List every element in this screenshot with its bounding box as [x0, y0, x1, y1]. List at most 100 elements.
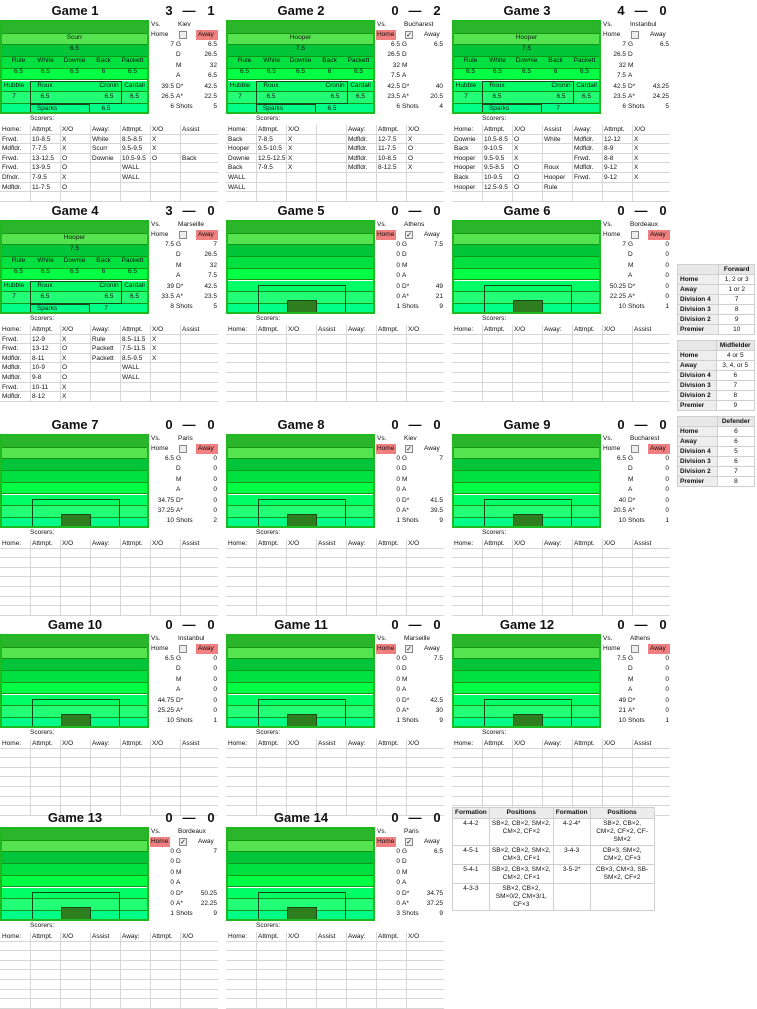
away-stat-value[interactable]: 7	[213, 241, 217, 248]
defender-rating[interactable]: 6.5	[266, 68, 277, 75]
scorer-cell[interactable]: Mdfldr.	[574, 135, 594, 143]
home-score[interactable]: 3	[165, 203, 173, 218]
away-toggle[interactable]: Away	[424, 838, 440, 845]
away-stat-value[interactable]: 23.5	[204, 293, 217, 300]
away-toggle[interactable]: Away	[650, 31, 666, 38]
home-stat-value[interactable]: 22.25	[609, 293, 626, 300]
midfielder-rating[interactable]: 6.5	[104, 293, 114, 300]
defender-name[interactable]: White	[37, 57, 54, 64]
home-stat-value[interactable]: 0	[396, 486, 400, 494]
scorer-row[interactable]	[452, 777, 670, 787]
away-stat-value[interactable]: 7	[213, 848, 217, 855]
scorer-cell[interactable]: 8.5-8.5	[122, 135, 143, 143]
home-stat-value[interactable]: 0	[396, 282, 400, 290]
scorer-cell[interactable]: Roux	[544, 164, 560, 172]
scorer-row[interactable]	[452, 192, 670, 202]
home-stat-value[interactable]: 6.5	[616, 455, 626, 462]
scorer-cell[interactable]: 10-9.5	[484, 174, 503, 181]
home-stat-value[interactable]: 10	[618, 717, 626, 725]
away-stat-value[interactable]: 6.5	[207, 72, 217, 80]
midfielder-name[interactable]: Cronin	[99, 282, 119, 289]
scorer-cell[interactable]: 10.5-9.5	[122, 154, 146, 162]
defender-rating[interactable]: 6.5	[69, 268, 80, 275]
home-stat-value[interactable]: 40	[618, 496, 626, 504]
home-stat-value[interactable]: 42.5	[387, 82, 400, 90]
home-toggle[interactable]: Home	[150, 837, 170, 847]
home-stat-value[interactable]: 0	[170, 879, 174, 887]
scorer-row[interactable]	[0, 558, 218, 568]
away-toggle[interactable]: Away	[424, 31, 440, 38]
scorer-row[interactable]: Downie 12.5-12.5 X Mdfldr. 10-8.5 O	[226, 154, 444, 164]
scorer-row[interactable]	[0, 777, 218, 787]
away-checkbox[interactable]: ✓	[405, 645, 413, 653]
away-toggle[interactable]: Away	[424, 445, 440, 452]
away-stat-value[interactable]: 0	[665, 475, 669, 483]
scorer-cell[interactable]: X	[288, 164, 293, 172]
defender-name[interactable]: Downie	[63, 57, 86, 64]
home-score[interactable]: 0	[165, 810, 173, 825]
away-stat-value[interactable]: 22.5	[204, 93, 217, 100]
scorer-cell[interactable]: 8-9	[604, 145, 614, 153]
home-stat-value[interactable]: 32	[618, 61, 626, 69]
away-stat-value[interactable]: 42.5	[204, 282, 217, 290]
defender-name[interactable]: Rule	[11, 257, 26, 264]
home-stat-value[interactable]: 10	[618, 303, 626, 311]
home-stat-value[interactable]: 7	[170, 41, 174, 48]
scorer-cell[interactable]: Back	[228, 135, 243, 143]
scorer-row[interactable]	[452, 587, 670, 597]
away-stat-value[interactable]: 6.5	[433, 848, 443, 855]
opponent-name[interactable]: Kiev	[178, 21, 191, 28]
home-toggle[interactable]: Home	[376, 644, 396, 654]
scorer-cell[interactable]: Back	[454, 174, 469, 181]
scorer-cell[interactable]: X	[62, 335, 67, 343]
home-stat-value[interactable]: 26.5	[387, 51, 400, 59]
away-stat-value[interactable]: 4	[439, 103, 443, 111]
away-stat-value[interactable]: 5	[213, 303, 217, 311]
goalkeeper-name[interactable]: Hooper	[289, 34, 312, 41]
defender-name[interactable]: Downie	[515, 57, 538, 64]
defender-name[interactable]: Back	[96, 257, 111, 264]
scorer-cell[interactable]: 11-7.5	[378, 145, 396, 153]
away-stat-value[interactable]: 0	[665, 465, 669, 473]
scorer-row[interactable]	[226, 806, 444, 816]
scorer-cell[interactable]: X	[288, 154, 293, 162]
defender-name[interactable]: Downie	[63, 257, 86, 264]
away-score[interactable]: 0	[433, 810, 441, 825]
home-score[interactable]: 0	[165, 617, 173, 632]
defender-rating[interactable]: 6.5	[295, 68, 306, 75]
home-stat-value[interactable]: 0	[170, 889, 174, 897]
scorer-cell[interactable]: Back	[182, 154, 197, 162]
scorer-cell[interactable]: Mdfldr.	[2, 145, 22, 153]
away-stat-value[interactable]: 41.5	[430, 496, 443, 504]
home-stat-value[interactable]: 39.5	[161, 82, 174, 90]
forward-name[interactable]: Sparks	[262, 105, 284, 112]
scorer-cell[interactable]: 12-9	[32, 335, 46, 343]
away-stat-value[interactable]: 0	[213, 655, 217, 662]
scorer-cell[interactable]: X	[152, 354, 157, 362]
away-stat-value[interactable]: 0	[213, 475, 217, 483]
scorer-cell[interactable]: 7.5-11.5	[122, 345, 146, 353]
home-stat-value[interactable]: 0	[396, 686, 400, 694]
away-score[interactable]: 0	[659, 617, 667, 632]
scorer-row[interactable]: Hooper 9.5-10.5 X Mdfldr. 11-7.5 O	[226, 144, 444, 154]
away-stat-value[interactable]: 0	[665, 707, 669, 714]
home-stat-value[interactable]: 49	[618, 696, 626, 704]
scorer-row[interactable]: Mdfldr. 10-9 O WALL	[0, 363, 218, 373]
scorer-row[interactable]: Back 7-8.5 X Mdfldr. 12-7.5 X	[226, 135, 444, 145]
home-toggle[interactable]: Home	[376, 230, 396, 240]
scorer-cell[interactable]: Back	[454, 145, 469, 153]
scorer-cell[interactable]: Hooper	[454, 154, 476, 162]
away-score[interactable]: 0	[659, 417, 667, 432]
scorer-row[interactable]	[452, 749, 670, 759]
defender-name[interactable]: White	[489, 57, 506, 64]
scorer-cell[interactable]: 12.5-12.5	[258, 154, 286, 162]
scorer-row[interactable]	[452, 797, 670, 807]
home-stat-value[interactable]: 34.75	[157, 496, 174, 504]
scorer-row[interactable]	[226, 606, 444, 616]
scorer-cell[interactable]: Frwd.	[2, 383, 19, 391]
away-toggle[interactable]: Away	[196, 644, 218, 654]
home-toggle[interactable]: Home	[376, 444, 396, 454]
away-stat-value[interactable]: 9	[439, 910, 443, 918]
home-stat-value[interactable]: 1	[170, 910, 174, 918]
scorer-row[interactable]: Mdfldr. 8-11 X Packett 8.5-9.5 X	[0, 354, 218, 364]
